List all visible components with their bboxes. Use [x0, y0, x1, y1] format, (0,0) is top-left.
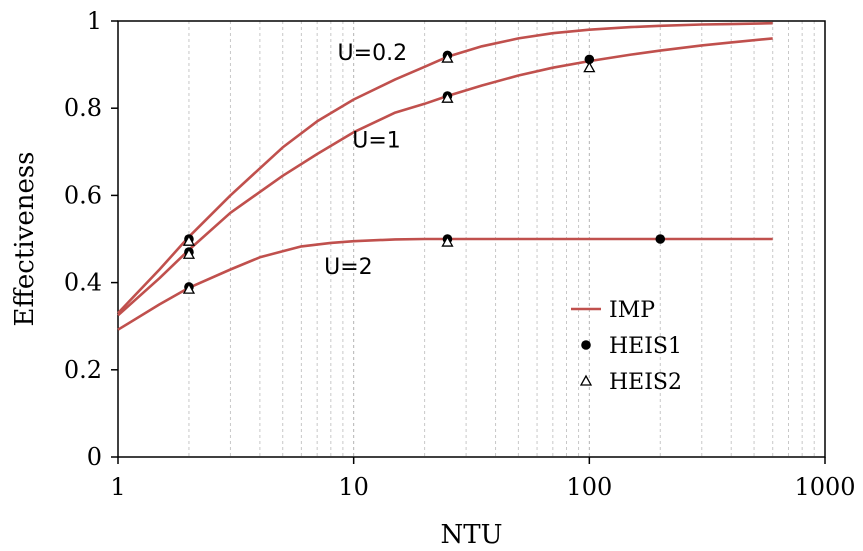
y-tick-label: 1	[87, 7, 102, 35]
y-axis-ticks: 0 0.2 0.4 0.6 0.8 1	[64, 7, 118, 471]
x-tick-label: 100	[566, 473, 612, 501]
heis-markers	[182, 50, 666, 294]
heis2-point	[583, 61, 596, 73]
heis2-point	[441, 235, 454, 247]
x-tick-label: 10	[338, 473, 369, 501]
heis2-point	[182, 247, 196, 259]
legend-label: IMP	[609, 298, 655, 323]
heis2-point	[441, 91, 454, 103]
heis2-point	[182, 234, 196, 246]
y-tick-label: 0.4	[64, 269, 102, 297]
heis2-point	[182, 282, 196, 294]
curve-annotation: U=0.2	[338, 41, 408, 66]
heis2-point	[441, 51, 454, 63]
curve-annotation: U=2	[324, 255, 373, 280]
legend-swatch-heis1	[581, 340, 591, 350]
y-tick-label: 0.6	[64, 181, 102, 209]
imp-curve	[117, 237, 773, 331]
y-tick-label: 0.8	[64, 94, 102, 122]
x-axis-label: NTU	[440, 520, 502, 550]
imp-curve	[117, 37, 773, 317]
x-axis-ticks: 1 10 100 1000	[110, 457, 856, 501]
legend-swatch-heis2	[579, 374, 593, 386]
x-tick-label: 1000	[794, 473, 855, 501]
y-axis-label: Effectiveness	[10, 151, 40, 326]
imp-curves	[117, 21, 773, 331]
legend-label: HEIS1	[609, 334, 682, 359]
plot-frame	[117, 20, 826, 458]
curve-annotations: U=0.2 U=1 U=2	[324, 41, 407, 280]
x-tick-label: 1	[110, 473, 125, 501]
y-tick-label: 0	[87, 443, 102, 471]
legend: IMP HEIS1 HEIS2	[571, 298, 682, 395]
curve-annotation: U=1	[352, 128, 401, 153]
y-tick-label: 0.2	[64, 356, 102, 384]
legend-label: HEIS2	[609, 370, 682, 395]
heis1-point	[584, 54, 595, 65]
heis1-point	[655, 234, 666, 244]
imp-curve	[117, 21, 773, 314]
